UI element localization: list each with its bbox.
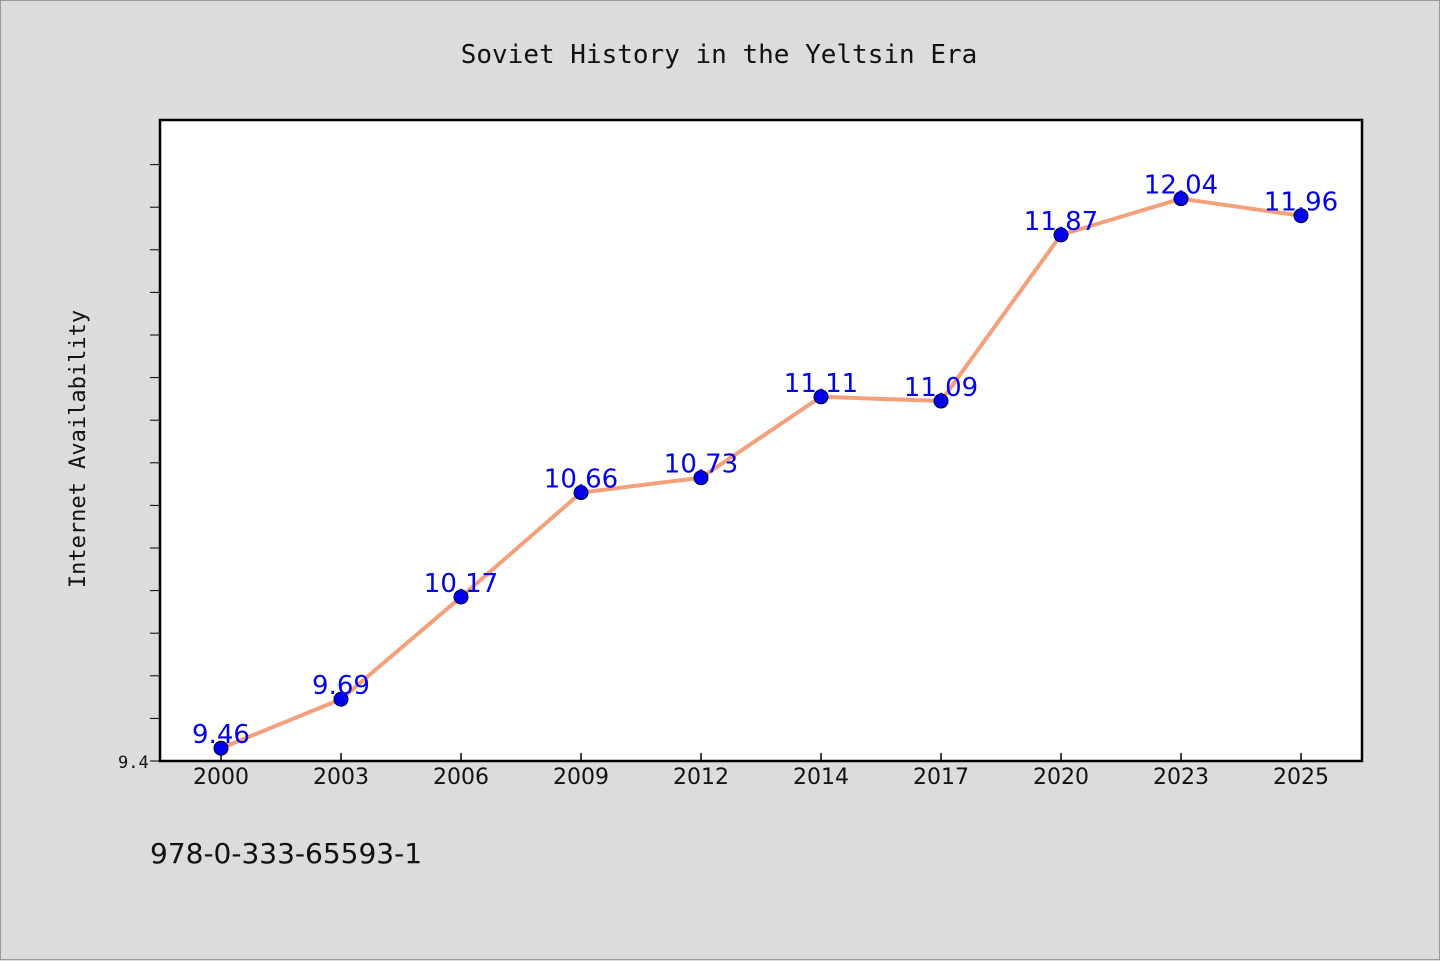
data-label: 10.73: [664, 450, 738, 480]
data-point: [573, 485, 589, 501]
data-label: 12.04: [1144, 171, 1218, 201]
data-point: [453, 589, 469, 605]
x-tick-label: 2020: [1033, 765, 1089, 790]
data-label: 11.87: [1024, 207, 1098, 237]
data-point: [813, 389, 829, 405]
data-point: [333, 691, 349, 707]
data-label: 11.96: [1264, 188, 1338, 218]
data-point: [1173, 191, 1189, 207]
x-axis-ticks: 2000 2003 2006 2009 2012 2014 2017 2020 2023 2025: [193, 753, 1329, 790]
x-tick-label: 2012: [673, 765, 729, 790]
y-minor-ticks: [150, 164, 160, 762]
y-tick-label: 9.4: [118, 753, 149, 773]
series-group: [213, 191, 1309, 756]
data-label: 9.69: [312, 671, 370, 701]
x-tick-label: 2014: [793, 765, 849, 790]
data-point: [1293, 208, 1309, 224]
data-point: [933, 393, 949, 409]
data-label: 9.46: [192, 720, 250, 750]
data-labels: 9.46 9.69 10.17 10.66 10.73 11.11 11.09 11.87 12…: [192, 171, 1338, 751]
x-tick-label: 2006: [433, 765, 489, 790]
data-label: 11.11: [784, 369, 858, 399]
data-point: [693, 470, 709, 486]
isbn-text: 978-0-333-65593-1: [150, 837, 422, 870]
y-axis-label: Internet Availability: [66, 310, 91, 588]
x-tick-label: 2017: [913, 765, 969, 790]
x-tick-label: 2023: [1153, 765, 1209, 790]
data-point: [1053, 227, 1069, 243]
chart-title: Soviet History in the Yeltsin Era: [461, 40, 978, 70]
data-point: [213, 740, 229, 756]
x-tick-label: 2000: [193, 765, 249, 790]
x-tick-label: 2003: [313, 765, 369, 790]
x-tick-label: 2009: [553, 765, 609, 790]
x-tick-label: 2025: [1273, 765, 1329, 790]
series-line: [220, 196, 1302, 751]
data-label: 11.09: [904, 373, 978, 403]
plot-area: [158, 118, 1364, 763]
data-label: 10.66: [544, 465, 618, 495]
data-label: 10.17: [424, 569, 498, 599]
